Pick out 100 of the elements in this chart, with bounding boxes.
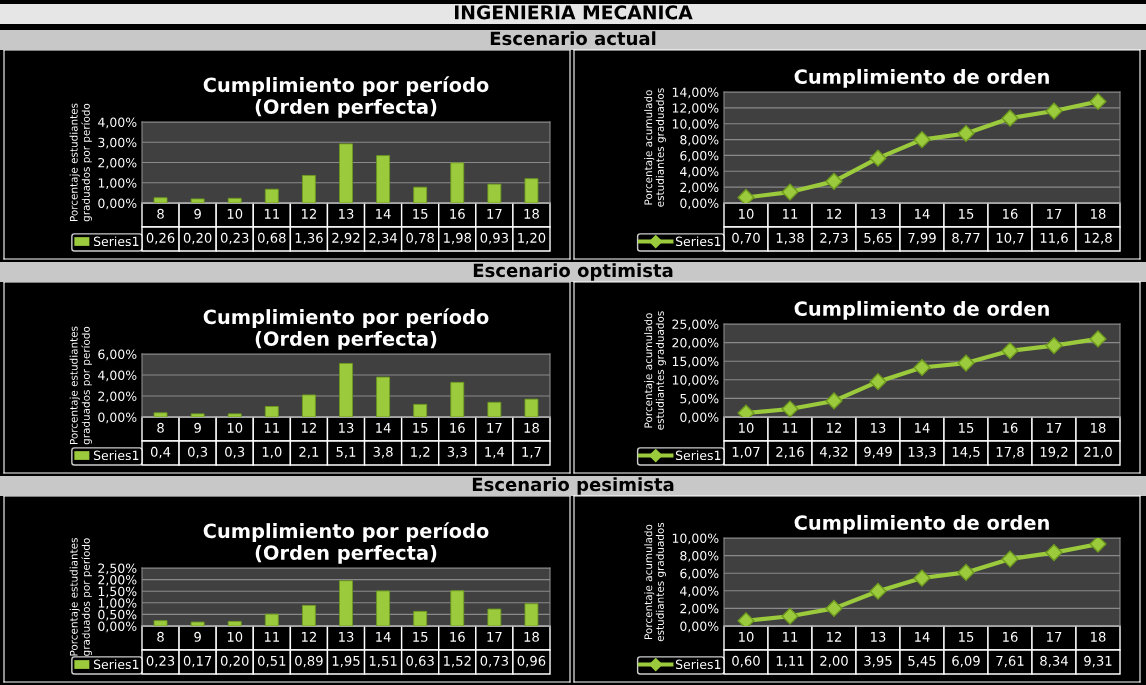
data-label: 0,96: [517, 655, 546, 668]
y-tick-label: 2,00%: [98, 391, 137, 403]
data-label: 2,73: [820, 232, 848, 245]
x-tick-label: 12: [827, 631, 842, 642]
y-tick-label: 1,50%: [98, 586, 137, 598]
point: [1001, 109, 1019, 127]
x-tick-label: 13: [339, 631, 354, 642]
bar: [190, 621, 205, 626]
data-label: 14,5: [952, 447, 980, 459]
data-label: 0,70: [732, 232, 760, 245]
point: [1045, 337, 1063, 355]
y-tick-label: 6,00%: [680, 568, 719, 580]
y-tick-label: 0,00%: [98, 412, 137, 424]
x-tick-label: 17: [487, 423, 502, 433]
data-label: 0,78: [406, 232, 434, 245]
point: [1089, 330, 1107, 348]
x-tick-label: 11: [264, 632, 279, 642]
y-axis-title: Porcentaje estudiantes graduados por período: [69, 103, 92, 222]
data-label: 0,20: [183, 232, 212, 245]
data-label: 1,52: [444, 655, 471, 668]
x-tick-label: 12: [827, 208, 842, 219]
data-label: 0,89: [295, 655, 323, 668]
x-tick-label: 14: [376, 209, 391, 219]
data-label: 8,77: [952, 232, 980, 245]
y-axis-title: Porcentaje acumulado estudiantes graduados: [644, 311, 666, 430]
data-label: 3,8: [373, 446, 393, 459]
x-tick-label: 17: [487, 632, 502, 642]
data-label: 11,6: [1040, 232, 1068, 245]
data-label: 2,16: [776, 446, 804, 459]
x-tick-label: 14: [376, 423, 391, 433]
x-tick-label: 16: [1003, 631, 1018, 642]
point: [1045, 102, 1063, 120]
data-label: 2,1: [299, 446, 319, 459]
point: [781, 607, 799, 625]
point: [1001, 550, 1019, 568]
data-label: 1,51: [369, 656, 397, 668]
point: [737, 188, 755, 203]
x-tick-label: 10: [227, 422, 243, 433]
y-tick-label: 10,00%: [672, 533, 719, 545]
text: INGENIERÍA MECÁNICA: [454, 1, 693, 20]
bar: [153, 620, 168, 626]
bar: [227, 413, 242, 417]
data-label: 1,7: [522, 447, 541, 459]
data-label: 2,34: [369, 232, 398, 245]
y-tick-label: 12,00%: [672, 103, 719, 115]
legend-label: Series1: [93, 236, 139, 247]
y-tick-label: 4,00%: [680, 586, 719, 597]
data-label: 0,93: [480, 232, 508, 245]
data-label: 1,2: [411, 446, 430, 459]
x-tick-label: 14: [915, 632, 930, 642]
y-tick-label: 2,50%: [98, 563, 137, 575]
x-tick-label: 11: [783, 209, 798, 219]
legend-label: Series1: [675, 450, 721, 461]
data-label: 1,36: [295, 232, 323, 245]
data-label: 0,20: [220, 655, 249, 668]
x-tick-label: 12: [827, 422, 842, 433]
data-label: 0,23: [220, 232, 249, 245]
point: [825, 599, 843, 617]
x-tick-label: 15: [413, 209, 428, 219]
data-label: 12,8: [1084, 232, 1112, 245]
point: [825, 392, 843, 410]
x-tick-label: 16: [450, 208, 465, 219]
x-tick-label: 18: [524, 422, 539, 433]
data-label: 2,00: [820, 655, 848, 668]
y-tick-label: 6,00%: [680, 150, 719, 162]
y-tick-label: 2,00%: [98, 157, 137, 169]
x-tick-label: 8: [157, 631, 164, 642]
x-tick-label: 18: [1091, 422, 1106, 433]
x-tick-label: 13: [871, 208, 886, 219]
x-tick-label: 15: [959, 632, 974, 642]
point: [781, 400, 799, 417]
x-tick-label: 13: [339, 208, 354, 219]
x-tick-label: 14: [915, 209, 930, 219]
y-tick-label: 3,00%: [98, 137, 137, 149]
x-tick-label: 14: [915, 423, 930, 433]
y-axis-title: Porcentaje estudiantes graduados por período: [69, 326, 92, 445]
data-label: 8,34: [1040, 655, 1068, 668]
point: [957, 563, 975, 581]
point: [869, 373, 887, 391]
bar: [227, 197, 242, 203]
data-label: 0,3: [225, 446, 245, 459]
x-tick-label: 17: [1047, 632, 1062, 642]
data-label: 7,61: [996, 655, 1024, 668]
data-label: 0,26: [146, 232, 175, 245]
data-label: 10,7: [996, 232, 1024, 245]
y-tick-label: 10,00%: [672, 119, 719, 130]
point: [913, 569, 931, 587]
data-label: 0,23: [146, 655, 175, 668]
x-tick-label: 17: [487, 209, 502, 219]
x-tick-label: 9: [194, 208, 201, 219]
point: [1089, 538, 1107, 553]
y-tick-label: 20,00%: [672, 338, 719, 349]
y-tick-label: 8,00%: [680, 551, 719, 562]
text: Escenario actual: [490, 31, 656, 46]
y-tick-label: 2,00%: [680, 603, 719, 615]
x-tick-label: 18: [1091, 631, 1106, 642]
data-label: 6,09: [952, 655, 980, 668]
point: [737, 612, 755, 626]
data-label: 7,99: [908, 232, 936, 245]
x-tick-label: 18: [524, 631, 539, 642]
